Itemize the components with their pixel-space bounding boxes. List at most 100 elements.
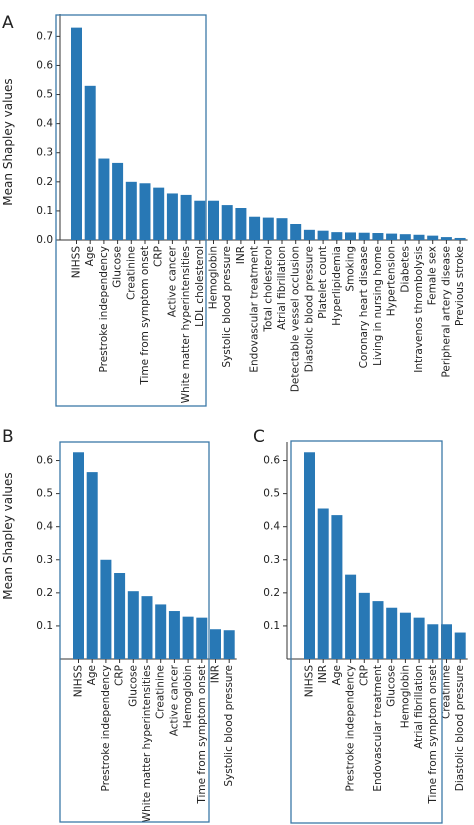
bar-6 [141, 596, 153, 659]
panel-letter: B [2, 427, 14, 447]
category-label: Diabetes [399, 246, 411, 293]
category-label: Glucose [112, 246, 124, 288]
category-label: Systolic blood pressure [223, 665, 235, 787]
top-features-box [59, 441, 210, 823]
chart-panel-a: A Mean Shapley values 0.0 0.1 0.2 0.3 0.4 0.5 0.… [1, 13, 468, 407]
category-label: Active cancer [168, 664, 180, 736]
bar-14 [249, 216, 261, 240]
bar-1 [73, 452, 84, 659]
category-label: Prestroke independency [345, 665, 357, 792]
category-label: Active cancer [166, 245, 178, 317]
bar-5 [358, 592, 370, 659]
bar-3 [98, 158, 110, 240]
top-features-box [55, 14, 207, 407]
y-tick-label: 0.6 [36, 455, 53, 467]
category-label: Creatinine [125, 246, 137, 300]
bar-20 [331, 232, 343, 240]
y-tick-label: 0.2 [263, 587, 280, 599]
category-label: White matter hyperintensities [180, 246, 192, 403]
bar-24 [386, 233, 398, 240]
category-label: Female sex [427, 246, 439, 305]
bar-4 [114, 573, 126, 659]
y-tick-label: 0.2 [36, 587, 53, 599]
category-label: White matter hyperintensities [141, 665, 153, 822]
bar-2 [317, 508, 329, 659]
bar-7 [386, 607, 398, 659]
y-tick-label: 0.4 [36, 118, 53, 130]
bar-11 [208, 200, 219, 240]
category-label: CRP [153, 246, 165, 267]
top-features-box [290, 440, 443, 824]
category-label: Endovascular treatment [372, 665, 384, 792]
panel-letter: A [2, 13, 14, 33]
bar-11 [441, 624, 452, 659]
category-label: Hemoglobin [182, 665, 194, 728]
bar-28 [440, 237, 452, 240]
bar-13 [235, 208, 247, 240]
bar-10 [427, 624, 439, 659]
bar-10 [196, 617, 208, 659]
category-label: Age [331, 665, 343, 685]
y-tick-label: 0.2 [36, 176, 53, 188]
y-tick-label: 0.5 [263, 488, 280, 500]
bar-17 [290, 224, 302, 240]
category-label: Glucose [386, 665, 398, 707]
bar-3 [331, 515, 343, 659]
bar-12 [454, 632, 466, 659]
y-tick-label: 0.3 [263, 554, 280, 566]
category-label: Detectable vessel occlusion [290, 246, 302, 392]
bar-10 [194, 200, 206, 240]
bar-1 [304, 452, 315, 659]
y-tick-label: 0.0 [36, 234, 53, 246]
category-label: Glucose [127, 665, 139, 707]
category-label: Previous stroke [454, 246, 466, 326]
bar-9 [180, 194, 192, 240]
category-label: Hypertension [386, 246, 398, 316]
bar-21 [345, 232, 356, 240]
y-tick-label: 0.6 [36, 59, 53, 71]
bar-18 [303, 229, 315, 240]
category-label: Age [86, 665, 98, 685]
category-label: Living in nursing home [372, 246, 384, 366]
bar-26 [413, 234, 425, 240]
category-label: Time from symptom onset [427, 665, 439, 805]
bar-25 [399, 234, 411, 240]
category-label: Hemoglobin [399, 665, 411, 728]
category-label: Peripheral artery disease [440, 246, 452, 378]
chart-panel-c: C 0.1 0.2 0.3 0.4 0.5 0.6 NIHSS INR Age Prestroke … [253, 427, 468, 824]
bar-7 [153, 187, 165, 240]
bar-9 [413, 617, 425, 659]
category-label: Age [84, 246, 96, 266]
y-tick-label: 0.7 [36, 30, 53, 42]
category-label: Prestroke independency [100, 665, 112, 792]
bar-8 [168, 611, 180, 659]
bar-8 [166, 193, 178, 240]
category-label: Creatinine [155, 665, 167, 719]
y-tick-label: 0.4 [36, 521, 53, 533]
bar-15 [262, 217, 274, 240]
bar-3 [100, 559, 112, 659]
panel-letter: C [253, 427, 265, 447]
bar-7 [155, 604, 167, 659]
category-label: Creatinine [441, 665, 453, 719]
bar-8 [399, 612, 411, 659]
category-label: INR [317, 665, 329, 683]
category-label: Time from symptom onset [196, 665, 208, 805]
bar-27 [427, 235, 439, 240]
category-label: Total cholesterol [262, 246, 274, 333]
category-label: Hyperlipidemia [331, 246, 343, 326]
bar-4 [112, 162, 124, 240]
bar-6 [372, 601, 384, 659]
category-label: Intravenos thrombolysis [413, 246, 425, 373]
y-tick-label: 0.1 [36, 620, 53, 632]
category-label: Diastolic blood pressure [303, 246, 315, 372]
bar-2 [84, 85, 96, 241]
category-label: Prestroke independency [98, 246, 110, 373]
bar-29 [454, 237, 466, 240]
category-label: Coronary heart disease [358, 246, 370, 368]
y-tick-label: 0.3 [36, 554, 53, 566]
category-label: Atrial fibrillation [276, 246, 288, 330]
y-axis-title: Mean Shapley values [1, 78, 15, 205]
bar-19 [317, 230, 329, 240]
